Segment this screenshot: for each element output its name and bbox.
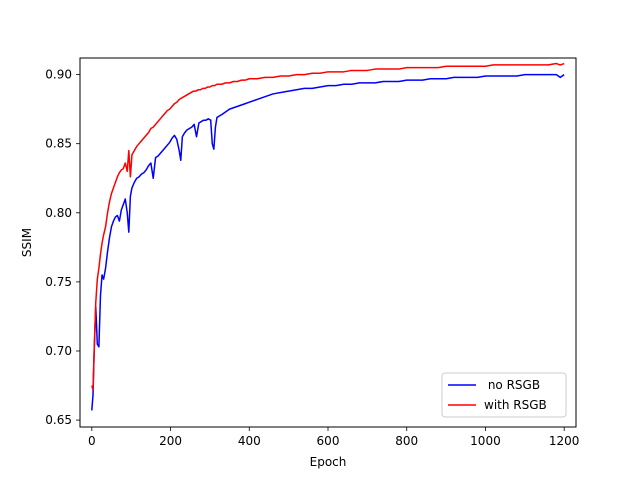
- series-line-no-rsgb: [91, 73, 565, 411]
- x-tick-label: 200: [159, 434, 182, 448]
- x-tick-label: 800: [395, 434, 418, 448]
- x-tick-label: 1000: [470, 434, 501, 448]
- x-axis-ticks: 0 200 400 600 800 1000 1200: [88, 427, 579, 448]
- legend-box: [441, 372, 567, 418]
- x-tick-label: 600: [317, 434, 340, 448]
- y-axis-ticks: 0.65 0.70 0.75 0.80 0.85 0.90: [45, 68, 80, 427]
- plot-area: [80, 58, 576, 427]
- x-axis-label: Epoch: [310, 455, 347, 469]
- legend: no RSGB with RSGB: [441, 372, 567, 418]
- legend-label-no-rsgb: no RSGB: [484, 378, 540, 392]
- y-tick-label: 0.90: [45, 68, 72, 82]
- y-tick-label: 0.65: [45, 413, 72, 427]
- x-tick-label: 400: [238, 434, 261, 448]
- series-layer: [91, 62, 565, 411]
- legend-label-with-rsgb: with RSGB: [484, 398, 547, 412]
- y-axis-label: SSIM: [20, 228, 34, 257]
- y-tick-label: 0.85: [45, 137, 72, 151]
- y-tick-label: 0.80: [45, 206, 72, 220]
- series-line-with-rsgb: [91, 62, 565, 391]
- x-tick-label: 0: [88, 434, 96, 448]
- y-tick-label: 0.75: [45, 275, 72, 289]
- x-tick-label: 1200: [549, 434, 580, 448]
- y-tick-label: 0.70: [45, 344, 72, 358]
